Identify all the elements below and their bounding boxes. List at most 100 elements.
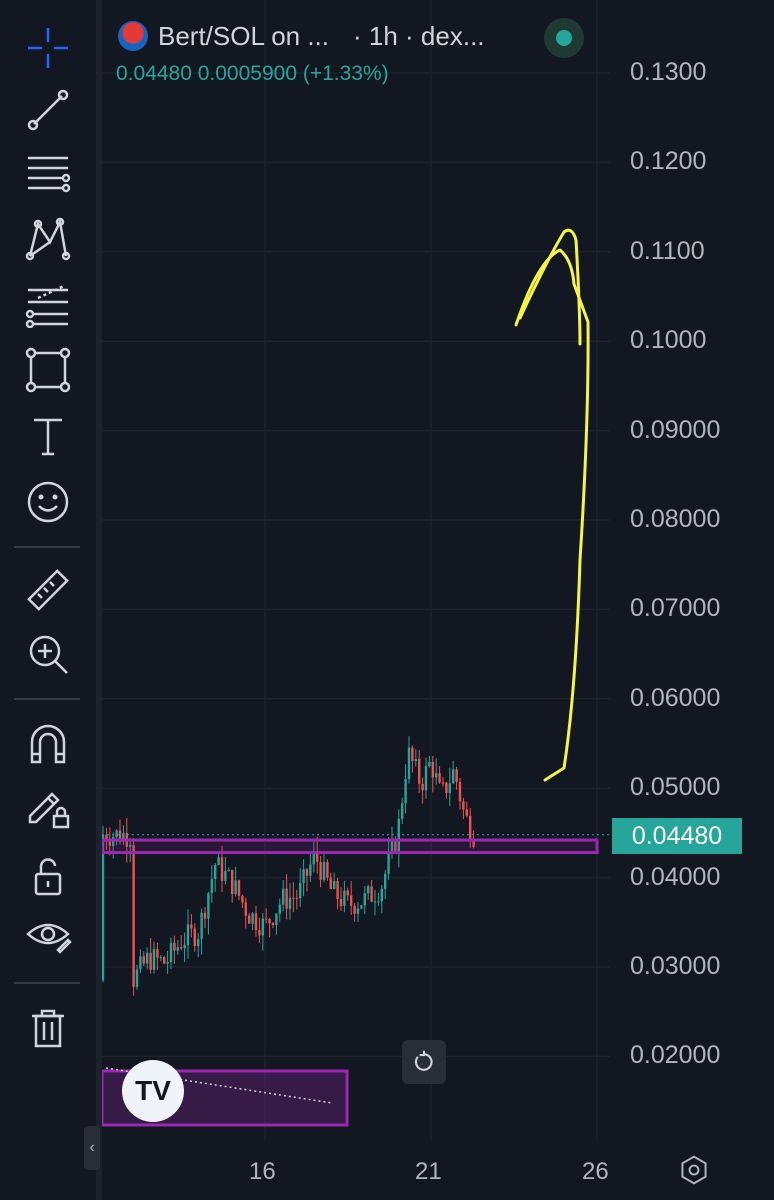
- candle-body: [156, 949, 159, 958]
- rectangle-icon[interactable]: [18, 340, 78, 400]
- support-zone: [102, 838, 599, 855]
- candle-body: [105, 834, 108, 842]
- candle-body: [299, 882, 302, 899]
- crosshair-icon[interactable]: [18, 18, 78, 78]
- candle-body: [360, 905, 363, 909]
- candle-body: [438, 773, 441, 783]
- candle-body: [217, 857, 220, 866]
- candle-body: [414, 759, 417, 762]
- candle-body: [407, 747, 411, 780]
- candle-body: [292, 897, 295, 899]
- text-icon[interactable]: [18, 406, 78, 466]
- candle-body: [431, 762, 434, 778]
- collapse-toolbar-button[interactable]: ‹: [84, 1126, 100, 1170]
- tradingview-logo[interactable]: TV: [122, 1060, 184, 1122]
- rotate-icon: [414, 1050, 433, 1071]
- price-tick: 0.05000: [630, 773, 721, 802]
- annotation-arrow: [518, 228, 582, 346]
- price-axis[interactable]: 0.1300 0.1200 0.1100 0.1000 0.09000 0.08000 0.…: [610, 0, 774, 1140]
- candle-body: [241, 895, 244, 903]
- candle-body: [190, 924, 193, 929]
- interval-source: · 1h · dex...: [353, 20, 485, 51]
- candle-body: [312, 850, 315, 865]
- candle-body: [455, 769, 458, 782]
- candle-body: [356, 908, 360, 914]
- price-tick: 0.04000: [630, 862, 721, 891]
- candle-body: [336, 880, 339, 899]
- time-tick: 21: [415, 1158, 442, 1185]
- candle-body: [254, 913, 258, 930]
- ruler-icon[interactable]: [18, 560, 78, 620]
- price-tick: 0.1100: [630, 236, 705, 265]
- candle-body: [309, 864, 312, 876]
- candle-body: [176, 947, 179, 951]
- candle-body: [251, 913, 254, 924]
- drawing-toolbar: [0, 0, 96, 1200]
- candle-body: [418, 759, 421, 784]
- candle-body: [377, 901, 380, 903]
- price-chart[interactable]: [102, 0, 610, 1140]
- candle-body: [237, 880, 241, 896]
- candle-body: [268, 919, 271, 924]
- toolbar-divider: [14, 982, 80, 984]
- candle-body: [227, 869, 230, 871]
- candle-body: [132, 844, 135, 987]
- chart-header: Bert/SOL on ... · 1h · dex... 0.04480 0.…: [110, 10, 600, 90]
- time-axis[interactable]: 16 21 26: [102, 1140, 774, 1200]
- xabcd-pattern-icon[interactable]: [18, 208, 78, 268]
- chart-settings-button[interactable]: [676, 1152, 712, 1188]
- candle-body: [186, 924, 190, 945]
- candle-body: [445, 782, 448, 794]
- market-status-button[interactable]: [544, 18, 584, 58]
- candle-body: [448, 783, 451, 794]
- candle-body: [224, 870, 227, 881]
- candle-body: [234, 880, 237, 895]
- candle-body: [346, 890, 349, 896]
- symbol-selector[interactable]: Bert/SOL on ... · 1h · dex...: [110, 14, 485, 58]
- candle-body: [370, 886, 373, 902]
- candle-body: [390, 839, 394, 853]
- zoom-in-icon[interactable]: [18, 624, 78, 684]
- candle-body: [363, 893, 366, 906]
- fib-retracement-icon[interactable]: [18, 144, 78, 204]
- price-tick: 0.06000: [630, 683, 721, 712]
- price-tick: 0.1300: [630, 58, 707, 86]
- symbol-name: Bert/SOL on ...: [158, 20, 330, 51]
- candle-body: [152, 949, 156, 970]
- candle-body: [142, 956, 145, 964]
- forecast-icon[interactable]: [18, 274, 78, 334]
- candle-body: [210, 879, 213, 894]
- visibility-icon[interactable]: [18, 904, 78, 964]
- price-tick: 0.1200: [630, 147, 707, 176]
- candle-body: [401, 803, 404, 819]
- candle-body: [380, 888, 383, 902]
- gear-icon: [681, 1155, 707, 1185]
- candle-body: [166, 961, 169, 964]
- candle-body: [146, 952, 149, 964]
- candle-body: [244, 902, 247, 916]
- time-tick: 16: [249, 1158, 276, 1185]
- candle-body: [118, 830, 122, 842]
- chevron-left-icon: ‹: [89, 1139, 95, 1156]
- magnet-icon[interactable]: [18, 714, 78, 774]
- candle-body: [248, 915, 251, 924]
- candle-body: [180, 947, 183, 949]
- candle-body: [333, 880, 336, 889]
- candle-body: [316, 850, 319, 862]
- candle-body: [149, 952, 152, 970]
- candle-body: [265, 918, 268, 920]
- candle-body: [115, 830, 118, 838]
- candle-body: [193, 928, 196, 947]
- price-tick: 0.09000: [630, 415, 721, 444]
- emoji-icon[interactable]: [18, 472, 78, 532]
- trend-line-icon[interactable]: [18, 80, 78, 140]
- reset-chart-button[interactable]: [402, 1040, 446, 1084]
- price-tick: 0.1000: [630, 326, 707, 355]
- candle-body: [350, 895, 353, 906]
- candle-body: [122, 833, 125, 842]
- trash-icon[interactable]: [18, 998, 78, 1058]
- lock-drawings-icon[interactable]: [18, 776, 78, 836]
- unlock-icon[interactable]: [18, 846, 78, 906]
- candle-body: [435, 773, 438, 778]
- candle-body: [469, 815, 472, 841]
